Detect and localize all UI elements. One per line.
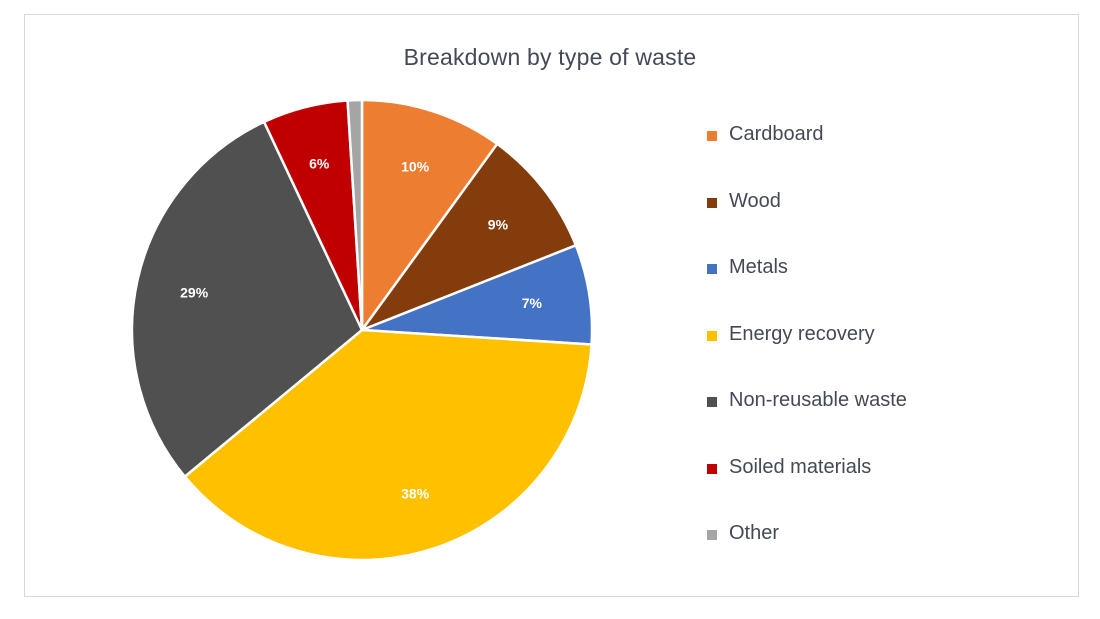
- data-label-metals: 7%: [522, 295, 543, 311]
- legend-label-energy-recovery: Energy recovery: [729, 322, 875, 345]
- data-label-energy-recovery: 38%: [401, 486, 430, 502]
- legend-label-wood: Wood: [729, 189, 781, 212]
- legend-label-non-reusable-waste: Non-reusable waste: [729, 389, 907, 411]
- data-label-non-reusable-waste: 29%: [180, 284, 209, 300]
- legend-swatch-wood: [707, 197, 717, 208]
- legend-swatch-cardboard: [707, 131, 717, 141]
- pie-slice-wood: [360, 142, 578, 332]
- legend-swatch-non-reusable-waste: [707, 397, 717, 407]
- data-label-wood: 9%: [488, 217, 509, 233]
- legend-swatch-energy-recovery: [707, 330, 717, 341]
- legend-swatch-metals: [707, 264, 717, 274]
- legend-swatch-soiled-materials: [707, 463, 717, 474]
- chart-title: Breakdown by type of waste: [403, 44, 697, 70]
- legend-label-metals: Metals: [729, 256, 788, 278]
- pie-slice-energy-recovery: [183, 328, 593, 562]
- pie-slice-other: [346, 98, 364, 332]
- legend-swatch-other: [707, 530, 717, 540]
- legend-label-soiled-materials: Soiled materials: [729, 455, 872, 478]
- pie-slice-cardboard: [360, 98, 499, 332]
- legend-label-other: Other: [729, 522, 780, 544]
- data-label-soiled-materials: 6%: [309, 155, 330, 171]
- pie-slice-metals: [360, 244, 594, 346]
- legend-label-cardboard: Cardboard: [729, 123, 824, 145]
- data-label-cardboard: 10%: [401, 158, 430, 174]
